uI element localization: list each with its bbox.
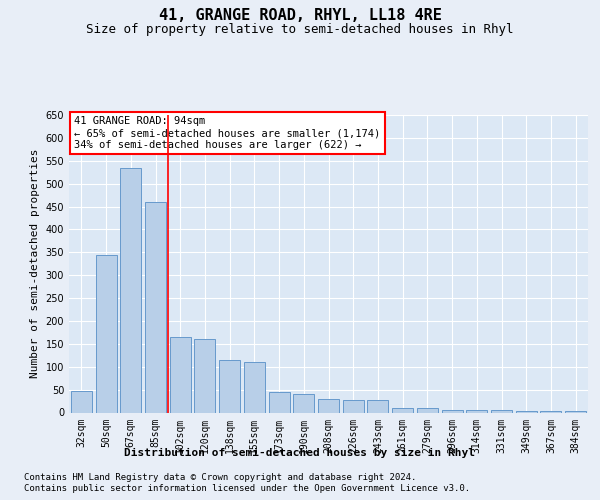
Bar (466, 410, 487, 412)
Bar (392, 408, 413, 412)
Bar (516, 411, 537, 412)
Bar (194, 340, 215, 412)
Bar (71, 391, 92, 412)
Bar (170, 337, 191, 412)
Text: 41, GRANGE ROAD, RHYL, LL18 4RE: 41, GRANGE ROAD, RHYL, LL18 4RE (158, 8, 442, 22)
Bar (417, 408, 438, 412)
Bar (442, 410, 463, 412)
Bar (565, 411, 586, 412)
Text: Contains HM Land Registry data © Crown copyright and database right 2024.: Contains HM Land Registry data © Crown c… (24, 472, 416, 482)
Bar (244, 362, 265, 412)
Text: Contains public sector information licensed under the Open Government Licence v3: Contains public sector information licen… (24, 484, 470, 493)
Y-axis label: Number of semi-detached properties: Number of semi-detached properties (30, 149, 40, 378)
Bar (318, 399, 339, 412)
Bar (120, 168, 141, 412)
Bar (343, 400, 364, 412)
Bar (95, 254, 116, 412)
Bar (269, 392, 290, 412)
Bar (219, 360, 240, 412)
Bar (491, 410, 512, 412)
Text: Size of property relative to semi-detached houses in Rhyl: Size of property relative to semi-detach… (86, 22, 514, 36)
Text: Distribution of semi-detached houses by size in Rhyl: Distribution of semi-detached houses by … (125, 448, 476, 458)
Bar (367, 400, 388, 412)
Text: 41 GRANGE ROAD: 94sqm
← 65% of semi-detached houses are smaller (1,174)
34% of s: 41 GRANGE ROAD: 94sqm ← 65% of semi-deta… (74, 116, 380, 150)
Bar (145, 202, 166, 412)
Bar (541, 411, 562, 412)
Bar (293, 394, 314, 412)
